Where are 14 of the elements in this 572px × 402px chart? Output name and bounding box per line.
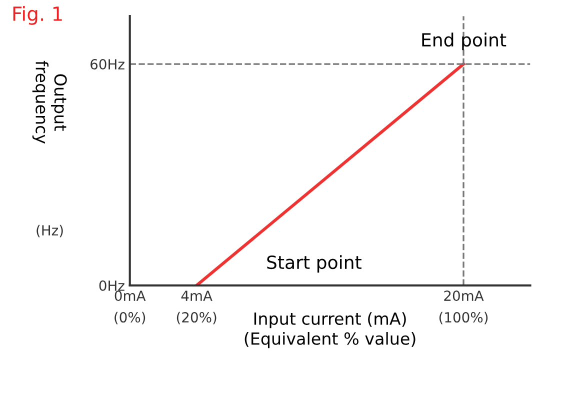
x-axis-title: Input current (mA) (Equivalent % value) [244, 312, 416, 348]
x2-tick-label: (0%) [114, 312, 146, 324]
y-tick-label: 60Hz [90, 59, 124, 70]
x2-tick-label: (20%) [176, 312, 216, 324]
y-tick-label: 0Hz [99, 280, 124, 291]
text: (Hz) [36, 224, 63, 238]
annotation: Start point [267, 255, 362, 273]
x-tick-label: 4mA [181, 290, 212, 301]
annotation: End point [422, 32, 506, 50]
x2-tick-label: (100%) [439, 312, 488, 324]
chart-title: Fig. 1 [13, 6, 62, 25]
x-tick-label: 20mA [444, 290, 484, 302]
x-tick-label: 0mA [114, 290, 146, 302]
y-axis-title: Output frequency [32, 60, 67, 144]
